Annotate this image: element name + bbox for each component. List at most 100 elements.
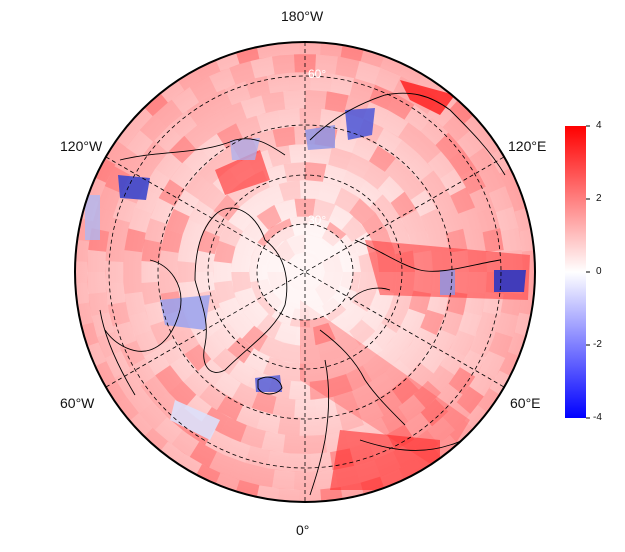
field-cell — [277, 42, 300, 56]
field-cell — [375, 128, 403, 155]
field-cell — [168, 380, 197, 409]
field-cell — [251, 391, 277, 415]
field-cell — [362, 354, 390, 381]
field-cell — [427, 151, 455, 179]
field-cell — [156, 441, 185, 469]
field-cell — [243, 348, 270, 374]
field-cell — [390, 289, 413, 315]
field-cell — [381, 407, 409, 434]
field-cell — [495, 312, 519, 338]
field-cell — [460, 349, 486, 377]
field-cell — [464, 111, 492, 139]
field-cell — [105, 282, 126, 305]
field-cell — [139, 114, 168, 142]
field-cell — [228, 205, 255, 232]
field-cell — [203, 210, 229, 237]
coast-labrador — [99, 309, 136, 396]
field-cell — [294, 198, 316, 217]
field-cell — [158, 337, 185, 365]
field-cell — [305, 90, 327, 110]
field-cell — [450, 330, 476, 357]
field-cell — [387, 93, 415, 120]
field-cell — [319, 108, 343, 130]
coast-novaya-zemlya — [349, 287, 391, 301]
field-cell — [158, 179, 185, 207]
field-cell — [141, 281, 162, 305]
field-cell — [288, 144, 311, 163]
field-cell — [216, 395, 244, 421]
field-cell — [255, 42, 280, 59]
field-cell — [125, 103, 153, 131]
field-cell — [430, 188, 456, 215]
field-cell — [469, 369, 496, 397]
field-cell — [377, 175, 405, 203]
warm-spot-south — [330, 430, 440, 490]
colorbar-tick-4: 4 — [596, 120, 602, 131]
field-cell — [328, 146, 353, 170]
field-cell — [112, 321, 137, 348]
field-cell — [315, 54, 338, 75]
field-cell — [240, 425, 266, 449]
field-cell — [250, 56, 275, 79]
field-cell — [171, 87, 200, 114]
field-cell — [198, 359, 226, 387]
colorbar-ramp — [565, 126, 586, 418]
field-cell — [319, 414, 343, 436]
field-cell — [320, 487, 344, 502]
field-cell — [181, 219, 205, 245]
colorbar — [565, 125, 590, 419]
field-cell — [169, 354, 197, 382]
field-cell — [220, 101, 247, 127]
field-cell — [349, 78, 376, 102]
field-cell — [370, 323, 397, 350]
field-cell — [374, 67, 401, 93]
coast-hudson-bay — [104, 259, 182, 352]
field-cell — [212, 348, 240, 375]
field-cell — [195, 272, 215, 294]
field-cell — [213, 323, 240, 350]
lat-label-60: 60° — [308, 67, 326, 81]
field-cell — [449, 95, 478, 124]
field-cell — [245, 75, 271, 99]
field-cell — [328, 314, 354, 340]
field-cell — [283, 162, 305, 182]
field-cell — [328, 374, 353, 398]
cold-cell-west — [118, 175, 150, 200]
field-cell — [169, 162, 197, 190]
field-cell — [398, 394, 426, 422]
field-cell — [369, 372, 396, 399]
field-cell — [87, 249, 106, 272]
field-cell — [266, 450, 290, 472]
field-cell — [183, 146, 211, 175]
field-cell — [477, 207, 501, 233]
field-cell — [477, 128, 505, 156]
field-cell — [341, 302, 368, 328]
field-cell — [317, 181, 342, 205]
field-cell — [228, 312, 255, 339]
field-cell — [214, 372, 241, 399]
field-cell — [317, 339, 342, 363]
field-cell — [333, 391, 359, 415]
field-cell — [224, 81, 251, 106]
field-cell — [488, 186, 513, 213]
field-cell — [449, 420, 478, 449]
field-cell — [398, 344, 426, 372]
field-cell — [104, 350, 131, 378]
field-cell — [160, 229, 183, 253]
field-cell — [143, 168, 170, 196]
colorbar-tickmarks — [586, 125, 590, 419]
field-cell — [413, 380, 442, 409]
field-cell — [134, 330, 160, 357]
field-cell — [255, 485, 280, 502]
field-cell — [107, 217, 130, 242]
field-cell — [390, 325, 417, 353]
field-cell — [266, 72, 290, 94]
field-cell — [469, 186, 495, 213]
field-cell — [114, 147, 141, 175]
field-cell — [340, 170, 367, 196]
field-cell — [305, 434, 327, 454]
field-cell — [75, 238, 90, 262]
coast-norway — [309, 359, 330, 496]
field-cell — [262, 164, 288, 187]
field-cell — [256, 411, 281, 434]
